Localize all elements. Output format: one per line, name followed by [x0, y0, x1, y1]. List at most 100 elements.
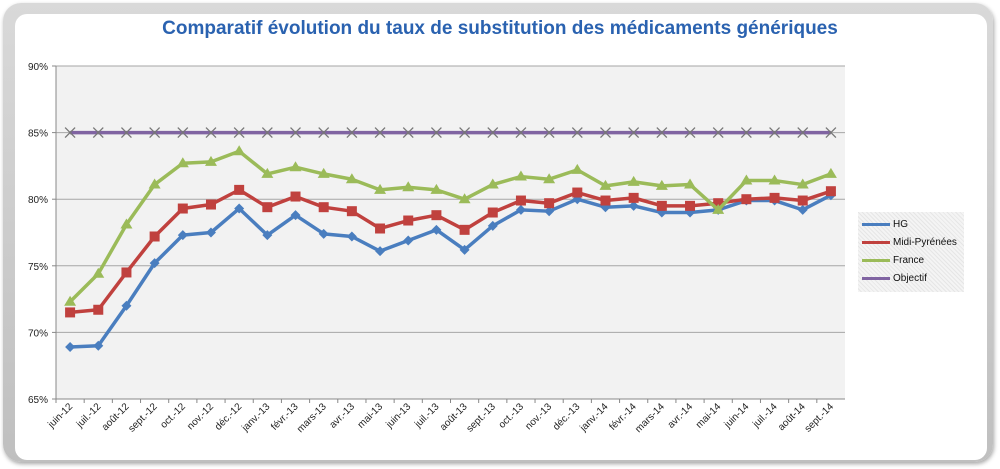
series-line	[69, 188, 832, 315]
data-point-square	[431, 210, 442, 221]
x-tick-label: juil.-12	[74, 401, 104, 431]
data-point-triangle	[627, 175, 640, 186]
data-point-x	[628, 127, 640, 139]
data-point-x	[797, 127, 809, 139]
x-tick-label: sept.-14	[803, 401, 837, 435]
legend-item: Midi-Pyrénées	[862, 234, 957, 250]
legend-item: Objectif	[862, 270, 927, 286]
data-point-triangle	[740, 174, 753, 185]
data-point-square	[262, 202, 273, 213]
series-line	[68, 149, 832, 304]
data-point-triangle	[458, 193, 471, 204]
data-point-x	[740, 127, 752, 139]
x-tick-label: mai-13	[356, 401, 386, 431]
data-point-x	[825, 127, 837, 139]
data-point-x	[149, 127, 161, 139]
data-point-x	[684, 127, 696, 139]
data-point-diamond	[121, 300, 132, 311]
data-point-x	[487, 127, 499, 139]
data-point-x	[374, 127, 386, 139]
data-point-diamond	[515, 204, 526, 215]
data-point-square	[177, 203, 188, 214]
data-point-x	[769, 127, 781, 139]
data-point-square	[459, 224, 470, 235]
data-point-triangle	[176, 157, 189, 168]
data-point-square	[656, 200, 667, 211]
data-point-diamond	[290, 210, 301, 221]
data-point-square	[121, 267, 132, 278]
data-point-diamond	[318, 228, 329, 239]
data-point-diamond	[628, 200, 639, 211]
data-point-square	[234, 184, 245, 195]
data-point-triangle	[374, 183, 387, 194]
legend-label: Objectif	[893, 272, 927, 284]
data-point-square	[628, 192, 639, 203]
x-tick-label: juin-12	[45, 401, 75, 431]
data-point-triangle	[796, 178, 809, 189]
x-tick-label: mai-14	[694, 401, 724, 431]
data-point-x	[205, 127, 217, 139]
data-point-diamond	[375, 246, 386, 257]
data-point-square	[375, 223, 386, 234]
data-point-square	[65, 307, 76, 318]
x-tick-label: mars-13	[295, 401, 329, 435]
data-point-x	[402, 127, 414, 139]
data-point-square	[403, 215, 414, 226]
y-tick-label: 65%	[28, 395, 48, 406]
data-point-square	[346, 206, 357, 217]
data-point-diamond	[346, 231, 357, 242]
x-tick-label: déc.-12	[213, 401, 245, 433]
data-point-x	[318, 127, 330, 139]
data-point-x	[290, 127, 301, 139]
data-point-diamond	[544, 206, 555, 217]
data-point-diamond	[262, 230, 273, 241]
data-point-triangle	[824, 167, 837, 178]
data-point-diamond	[403, 235, 414, 246]
data-point-square	[572, 187, 583, 198]
series-midi-pyr-n-es	[65, 184, 836, 318]
y-tick-label: 70%	[28, 328, 48, 339]
x-tick-label: nov.-13	[523, 401, 554, 432]
y-tick-label: 90%	[28, 62, 48, 73]
data-point-diamond	[459, 244, 470, 255]
data-point-x	[233, 127, 245, 139]
y-tick-label: 75%	[28, 262, 48, 273]
data-point-triangle	[684, 178, 697, 189]
data-point-x	[64, 127, 76, 139]
data-point-triangle	[712, 203, 725, 214]
y-tick-label: 80%	[28, 195, 48, 206]
data-point-triangle	[571, 163, 584, 174]
x-tick-label: sept.-13	[465, 401, 499, 435]
data-point-x	[346, 127, 358, 139]
data-point-square	[769, 192, 780, 203]
data-point-triangle	[233, 145, 246, 156]
legend-label: France	[893, 254, 925, 266]
series-france	[64, 145, 837, 306]
data-point-triangle	[402, 181, 415, 192]
x-tick-label: nov.-12	[185, 401, 216, 432]
chart-title: Comparatif évolution du taux de substitu…	[162, 18, 838, 39]
data-point-square	[487, 207, 498, 218]
data-point-diamond	[65, 342, 76, 353]
x-tick-label: oct.-12	[159, 401, 189, 431]
x-tick-label: avr.-13	[328, 401, 358, 431]
data-point-x	[656, 127, 668, 139]
y-tick-label: 85%	[28, 129, 48, 140]
data-point-x	[120, 127, 132, 139]
legend-line-icon	[862, 258, 890, 262]
series-objectif	[64, 127, 837, 139]
data-point-triangle	[204, 155, 217, 166]
x-tick-label: juil.-14	[750, 401, 780, 431]
legend-label: HG	[893, 218, 908, 230]
data-point-diamond	[431, 224, 442, 235]
x-tick-label: mars-14	[633, 401, 667, 435]
legend-label: Midi-Pyrénées	[893, 236, 957, 248]
x-tick-label: oct.-13	[497, 401, 527, 431]
data-point-diamond	[797, 204, 808, 215]
data-point-triangle	[148, 178, 161, 189]
legend: HG Midi-Pyrénées France Objectif	[858, 212, 964, 292]
data-point-triangle	[289, 161, 302, 172]
plot-background	[56, 66, 845, 399]
data-point-square	[93, 304, 104, 315]
